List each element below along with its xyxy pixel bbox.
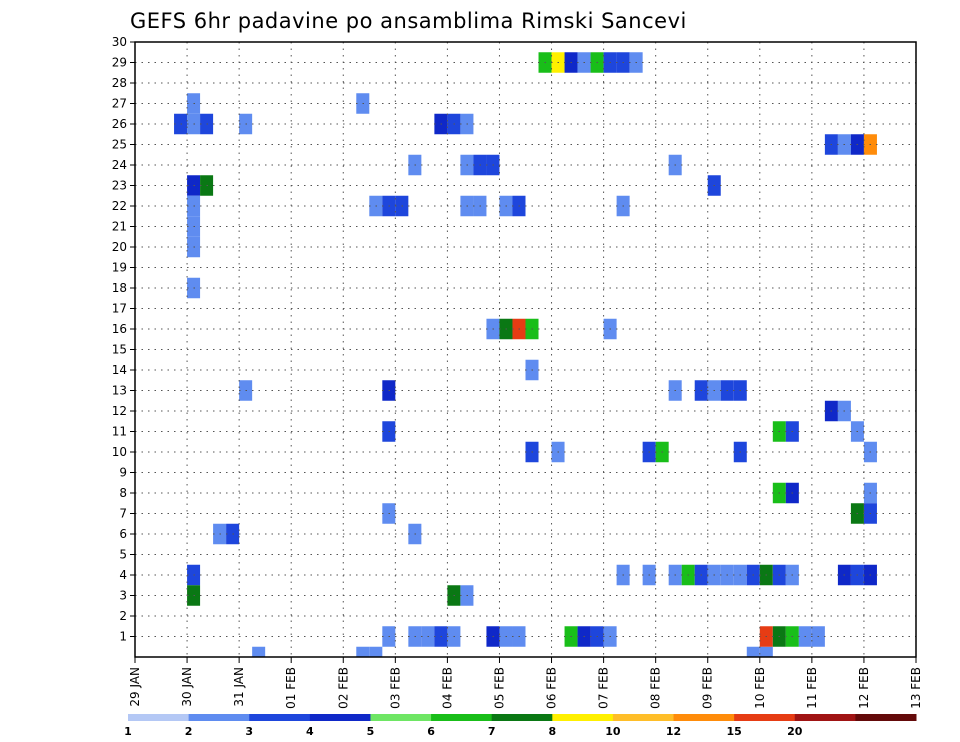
x-tick-label: 06 FEB: [545, 667, 559, 709]
precip-cell: [252, 646, 266, 657]
y-tick-label: 10: [112, 445, 127, 459]
colorbar-label: 15: [726, 725, 741, 738]
chart-title: GEFS 6hr padavine po ansamblima Rimski S…: [130, 9, 687, 33]
precip-cell: [356, 646, 370, 657]
y-tick-label: 9: [119, 466, 127, 480]
x-tick-label: 01 FEB: [284, 667, 298, 709]
colorbar-swatch: [309, 714, 371, 721]
y-tick-label: 13: [112, 384, 127, 398]
colorbar-swatch: [612, 714, 675, 721]
colorbar-label: 2: [185, 725, 193, 738]
y-tick-label: 23: [112, 179, 127, 193]
colorbar-label: 5: [367, 725, 375, 738]
grid-layer: [135, 42, 916, 657]
y-tick-label: 17: [112, 302, 127, 316]
x-tick-label: 04 FEB: [440, 667, 454, 709]
colorbar-swatch: [128, 714, 190, 721]
y-tick-label: 22: [112, 199, 127, 213]
colorbar-label: 10: [605, 725, 621, 738]
y-tick-label: 15: [112, 343, 127, 357]
x-tick-label: 07 FEB: [597, 667, 611, 709]
y-tick-label: 27: [112, 97, 127, 111]
colorbar-swatch: [794, 714, 856, 721]
x-tick-label: 10 FEB: [753, 667, 767, 709]
y-tick-label: 24: [112, 158, 127, 172]
y-tick-label: 25: [112, 138, 127, 152]
y-tick-label: 7: [119, 507, 127, 521]
cells-layer: [174, 52, 877, 657]
y-tick-label: 8: [119, 486, 127, 500]
colorbar-label: 7: [488, 725, 496, 738]
colorbar: 1 2 3 4 5 6 7 8 10 12 15 20: [124, 714, 917, 738]
colorbar-swatch: [673, 714, 735, 721]
colorbar-swatch: [249, 714, 311, 721]
y-tick-label: 2: [119, 609, 127, 623]
x-axis: 29 JAN 30 JAN 31 JAN 01 FEB 02 FEB 03 FEB 04 F…: [128, 657, 923, 709]
y-tick-label: 18: [112, 281, 127, 295]
y-tick-label: 30: [112, 35, 127, 49]
x-tick-label: 31 JAN: [232, 667, 246, 707]
x-tick-label: 03 FEB: [388, 667, 402, 709]
colorbar-swatch: [855, 714, 917, 721]
x-tick-label: 13 FEB: [909, 667, 923, 709]
y-tick-label: 19: [112, 261, 127, 275]
y-tick-label: 16: [112, 322, 127, 336]
y-tick-label: 4: [119, 568, 127, 582]
colorbar-label: 20: [787, 725, 803, 738]
y-tick-label: 1: [119, 630, 127, 644]
x-tick-label: 12 FEB: [857, 667, 871, 709]
colorbar-swatch: [431, 714, 493, 721]
x-tick-label: 02 FEB: [336, 667, 350, 709]
colorbar-label: 12: [666, 725, 681, 738]
colorbar-swatch: [188, 714, 250, 721]
y-tick-label: 14: [112, 363, 127, 377]
colorbar-label: 6: [427, 725, 435, 738]
y-tick-label: 28: [112, 76, 127, 90]
x-tick-label: 30 JAN: [180, 667, 194, 707]
y-axis: 1234567891011121314151617181920212223242…: [112, 35, 135, 644]
colorbar-swatch: [552, 714, 614, 721]
precip-cell: [369, 646, 383, 657]
y-tick-label: 5: [119, 548, 127, 562]
y-tick-label: 21: [112, 220, 127, 234]
colorbar-label: 3: [245, 725, 253, 738]
y-tick-label: 3: [119, 589, 127, 603]
y-tick-label: 20: [112, 240, 127, 254]
colorbar-swatch: [370, 714, 432, 721]
x-tick-label: 05 FEB: [492, 667, 506, 709]
y-tick-label: 29: [112, 56, 127, 70]
precip-cell: [759, 646, 773, 657]
x-tick-label: 11 FEB: [805, 667, 819, 709]
y-tick-label: 11: [112, 425, 127, 439]
colorbar-label: 4: [306, 725, 314, 738]
y-tick-label: 6: [119, 527, 127, 541]
colorbar-label: 8: [548, 725, 556, 738]
y-tick-label: 26: [112, 117, 127, 131]
colorbar-swatch: [491, 714, 553, 721]
x-tick-label: 09 FEB: [701, 667, 715, 709]
y-tick-label: 12: [112, 404, 127, 418]
precip-cell: [746, 646, 760, 657]
x-tick-label: 29 JAN: [128, 667, 142, 707]
colorbar-swatch: [734, 714, 796, 721]
x-tick-label: 08 FEB: [649, 667, 663, 709]
colorbar-label: 1: [124, 725, 132, 738]
